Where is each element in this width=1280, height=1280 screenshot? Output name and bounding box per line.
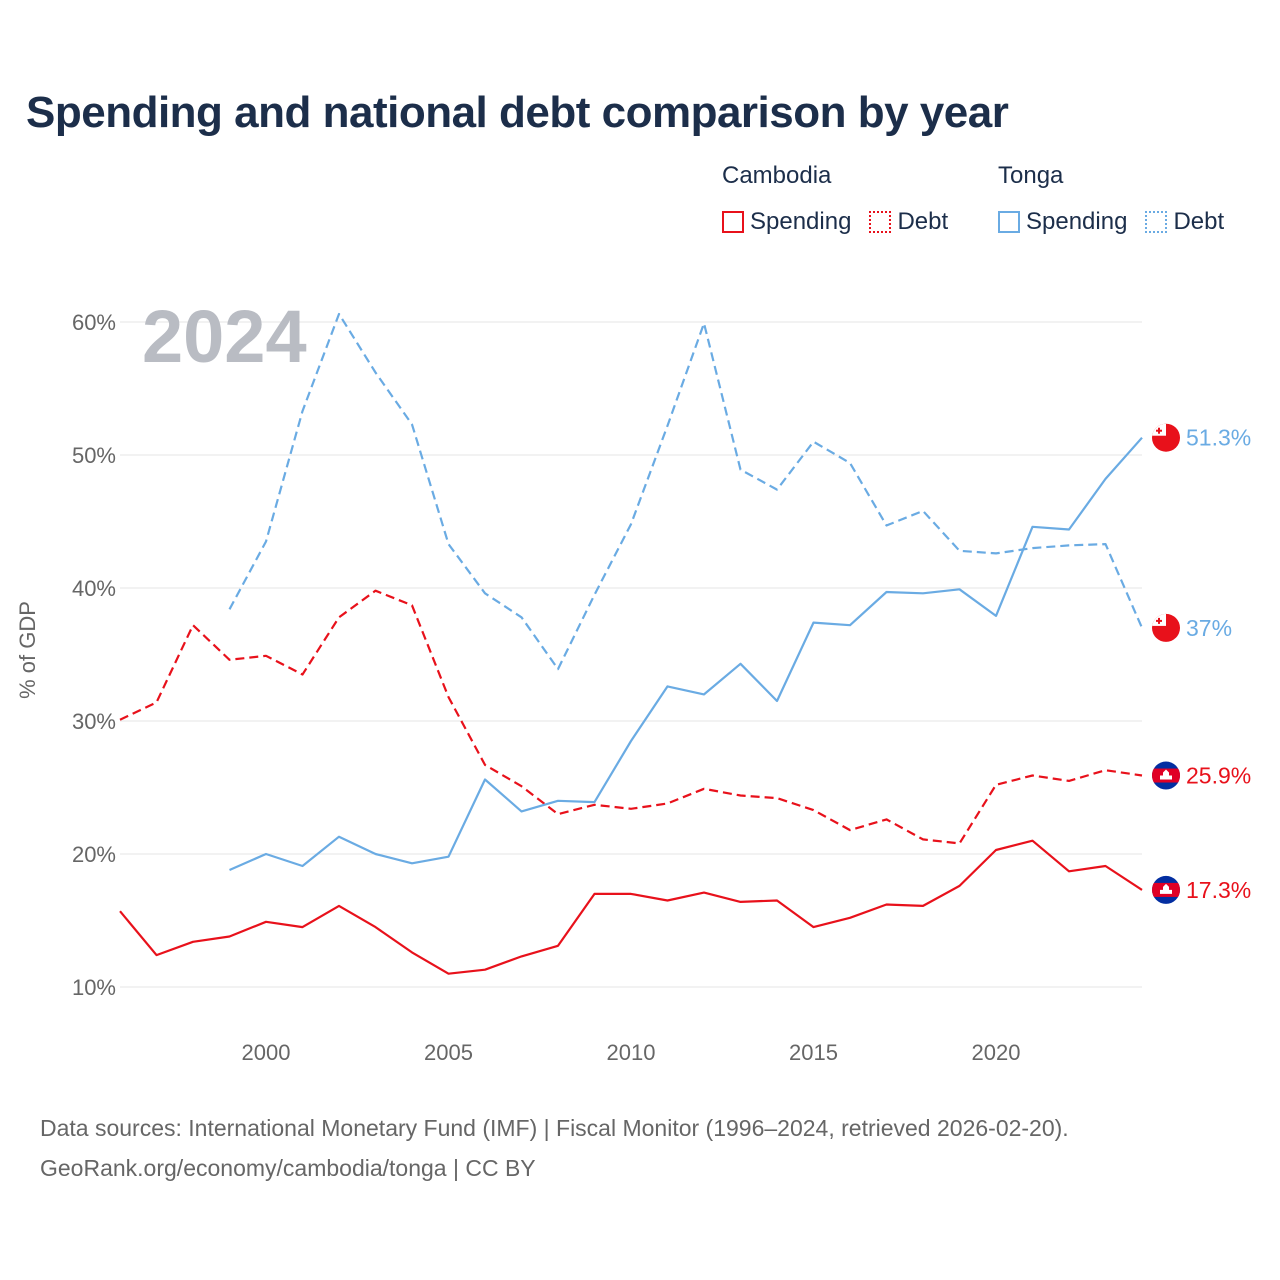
end-value-label: 17.3%	[1186, 877, 1251, 903]
legend-group-cambodia: Cambodia Spending Debt	[722, 162, 966, 236]
grid-layer	[120, 321, 1142, 988]
flag-cross-h	[1156, 429, 1162, 432]
series-line-cambodia-spending	[119, 839, 1143, 975]
y-tick-label: 10%	[72, 975, 116, 1000]
chart-title: Spending and national debt comparison by…	[26, 88, 1009, 137]
end-marker-cambodia	[1152, 875, 1180, 904]
legend-swatch-solid	[998, 211, 1020, 233]
legend-group-tonga: Tonga Spending Debt	[998, 162, 1224, 236]
y-tick-label: 20%	[72, 842, 116, 867]
y-tick-label: 40%	[72, 576, 116, 601]
source-link[interactable]: GeoRank.org/economy/cambodia/tonga | CC …	[40, 1155, 536, 1181]
end-marker-tonga	[1152, 423, 1180, 452]
data-sources: Data sources: International Monetary Fun…	[40, 1115, 1069, 1141]
y-axis-title: % of GDP	[15, 601, 40, 699]
legend-swatch-solid	[722, 211, 744, 233]
legend-label: Spending	[1026, 208, 1128, 235]
legend-label: Spending	[750, 208, 852, 235]
flag-temple	[1160, 883, 1172, 894]
series-line-cambodia-debt	[119, 589, 1143, 845]
legend-label: Debt	[897, 208, 949, 235]
x-tick-label: 2010	[607, 1040, 656, 1065]
end-marker-cambodia	[1152, 761, 1180, 790]
flag-cross-h	[1156, 619, 1162, 622]
series-layer	[119, 312, 1144, 975]
legend-group-name: Cambodia	[722, 162, 832, 189]
end-value-label: 25.9%	[1186, 763, 1251, 789]
legend-label: Debt	[1173, 208, 1225, 235]
y-tick-label: 30%	[72, 709, 116, 734]
flag-temple	[1160, 769, 1172, 780]
end-marker-layer: 17.3% 25.9% 51.3% 37%	[1152, 423, 1251, 904]
legend-swatch-dotted	[869, 211, 892, 233]
y-tick-label: 60%	[72, 310, 116, 335]
legend-item-tonga-spending[interactable]: Spending	[998, 208, 1127, 236]
legend-item-tonga-debt[interactable]: Debt	[1145, 208, 1224, 236]
x-tick-label: 2020	[972, 1040, 1021, 1065]
end-value-label: 37%	[1186, 615, 1232, 641]
end-marker-tonga	[1152, 613, 1180, 642]
series-line-tonga-spending	[229, 436, 1143, 872]
legend-swatch-dotted	[1145, 211, 1168, 233]
x-tick-label: 2005	[424, 1040, 473, 1065]
legend-item-cambodia-spending[interactable]: Spending	[722, 208, 851, 236]
x-tick-label: 2015	[789, 1040, 838, 1065]
y-tick-label: 50%	[72, 443, 116, 468]
legend-group-name: Tonga	[998, 162, 1064, 189]
end-value-label: 51.3%	[1186, 425, 1251, 451]
line-chart: 2024 10% 20% 30% 40% 50% 60% 2000 2005 2010 2015 2…	[72, 295, 1251, 1065]
footer: Data sources: International Monetary Fun…	[40, 1108, 1069, 1188]
series-line-tonga-debt	[228, 312, 1144, 671]
x-tick-label: 2000	[242, 1040, 291, 1065]
legend-item-cambodia-debt[interactable]: Debt	[869, 208, 948, 236]
year-watermark: 2024	[142, 295, 307, 378]
axis-layer: 10% 20% 30% 40% 50% 60% 2000 2005 2010 2015 2020	[72, 310, 1021, 1065]
